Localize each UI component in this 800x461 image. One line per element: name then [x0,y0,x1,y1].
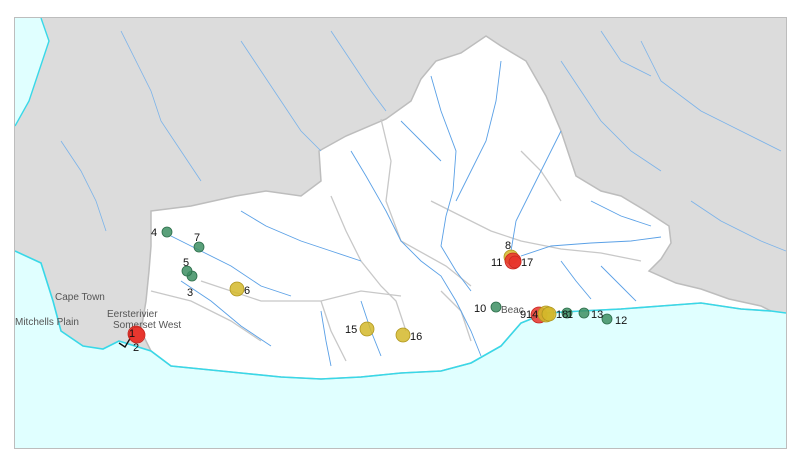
marker-label-5: 5 [183,257,189,269]
marker-green-13[interactable] [578,307,590,319]
place-beacon: Beac [501,305,524,316]
marker-green-12[interactable] [601,313,613,325]
marker-green-1[interactable] [561,307,573,319]
coastline [15,250,786,380]
outside-rivers [60,30,786,252]
place-cape-town: Cape Town [55,292,105,303]
marker-label-1: 1 [567,309,573,321]
marker-label-7: 7 [194,232,200,244]
marker-label-14: 14 [526,309,538,321]
place-mitchells-plain: Mitchells Plain [15,317,79,328]
place-labels: Cape Town Mitchells Plain Eersterivier S… [15,292,524,331]
marker-red-17[interactable] [508,255,522,269]
marker-yellow-15[interactable] [359,321,375,337]
marker-label-6: 6 [244,285,250,297]
marker-label-11: 11 [491,257,502,269]
place-eersterivier: Eersterivier [107,309,158,320]
marker-label-17: 17 [521,257,533,269]
marker-label-9: 9 [520,309,526,321]
map-canvas[interactable]: Cape Town Mitchells Plain Eersterivier S… [15,18,786,448]
marker-green-7[interactable] [193,241,205,253]
sea-area [15,18,786,448]
marker-label-8: 8 [505,240,511,252]
marker-label-12: 12 [615,315,627,327]
marker-yellow-18[interactable] [541,306,557,322]
marker-yellow-16[interactable] [395,327,411,343]
marker-label-3: 3 [187,287,193,299]
marker-label-16: 16 [410,331,422,343]
marker-label-1: 1 [129,328,135,340]
map-frame[interactable]: Cape Town Mitchells Plain Eersterivier S… [14,17,787,449]
marker-label-2: 2 [133,342,139,354]
marker-label-4: 4 [151,227,157,239]
marker-green-10[interactable] [490,301,502,313]
road-marker [118,336,132,348]
marker-label-15: 15 [345,324,357,336]
place-somerset-west: Somerset West [113,320,181,331]
marker-green-5[interactable] [181,265,193,277]
marker-label-13: 13 [591,309,603,321]
marker-yellow-6[interactable] [229,281,245,297]
west-coastline [15,18,50,127]
marker-red-2[interactable] [128,326,146,344]
marker-label-18: 18 [556,309,568,321]
marker-label-10: 10 [474,303,486,315]
marker-green-4[interactable] [161,226,173,238]
